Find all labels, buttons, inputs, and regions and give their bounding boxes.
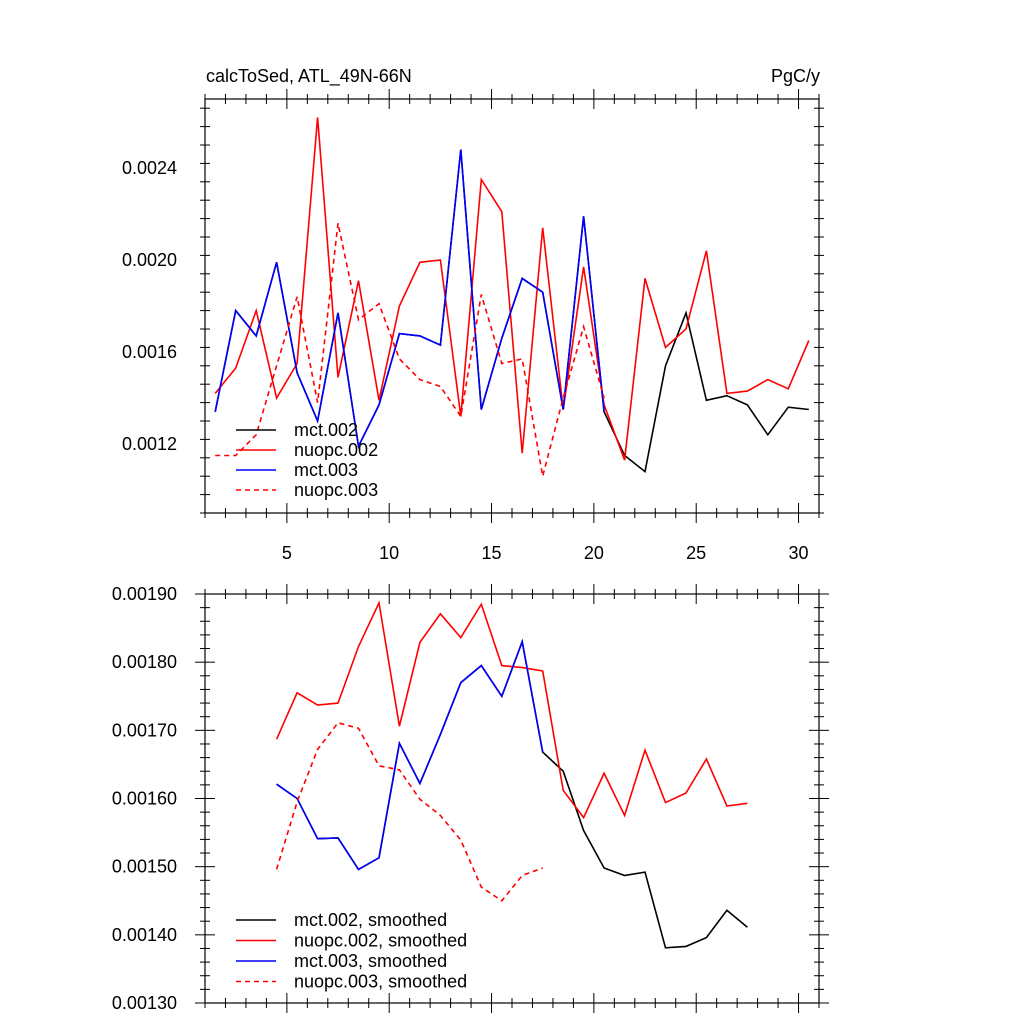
bottom-y-tick-label: 0.00190 — [112, 584, 177, 604]
top-x-tick-label: 20 — [584, 543, 604, 563]
top-panel-title-left: calcToSed, ATL_49N-66N — [206, 66, 412, 87]
top-legend-label: mct.003 — [294, 460, 358, 480]
top-series-line-nuopc-002 — [214, 117, 810, 461]
top-y-tick-label: 0.0020 — [122, 250, 177, 270]
top-panel: calcToSed, ATL_49N-66N PgC/y 5 10 15 20 25 30… — [122, 66, 824, 563]
bottom-legend-label: nuopc.003, smoothed — [294, 972, 467, 992]
bottom-legend-label: mct.002, smoothed — [294, 910, 447, 930]
bottom-y-tick-label: 0.00170 — [112, 720, 177, 740]
top-x-tick-label: 25 — [686, 543, 706, 563]
top-legend-label: mct.002 — [294, 420, 358, 440]
bottom-series-line-nuopc-002-smoothed — [275, 600, 748, 820]
bottom-y-tick-label: 0.00130 — [112, 993, 177, 1013]
top-panel-title-right: PgC/y — [771, 66, 820, 86]
bottom-series-line-nuopc-003-smoothed — [275, 721, 543, 902]
bottom-y-tick-label: 0.00180 — [112, 652, 177, 672]
top-x-tick-label: 5 — [282, 543, 292, 563]
top-legend-label: nuopc.002 — [294, 440, 378, 460]
bottom-y-tick-label: 0.00160 — [112, 789, 177, 809]
bottom-series-line-mct-003-smoothed — [276, 638, 544, 871]
bottom-y-tick-label: 0.00150 — [112, 857, 177, 877]
top-y-tick-label: 0.0016 — [122, 342, 177, 362]
bottom-series-line-mct-002-smoothed — [276, 638, 748, 949]
top-x-tick-label: 10 — [379, 543, 399, 563]
bottom-legend-label: nuopc.002, smoothed — [294, 931, 467, 951]
top-series-line-mct-003 — [214, 149, 605, 449]
bottom-legend-label: mct.003, smoothed — [294, 951, 447, 971]
top-x-tick-label: 30 — [789, 543, 809, 563]
bottom-y-tick-label: 0.00140 — [112, 925, 177, 945]
top-y-tick-label: 0.0024 — [122, 158, 177, 178]
top-legend-label: nuopc.003 — [294, 480, 378, 500]
top-x-tick-label: 15 — [482, 543, 502, 563]
bottom-panel: 0.00130 0.00140 0.00150 0.00160 0.00170 0.001… — [112, 584, 829, 1013]
top-y-tick-label: 0.0012 — [122, 434, 177, 454]
